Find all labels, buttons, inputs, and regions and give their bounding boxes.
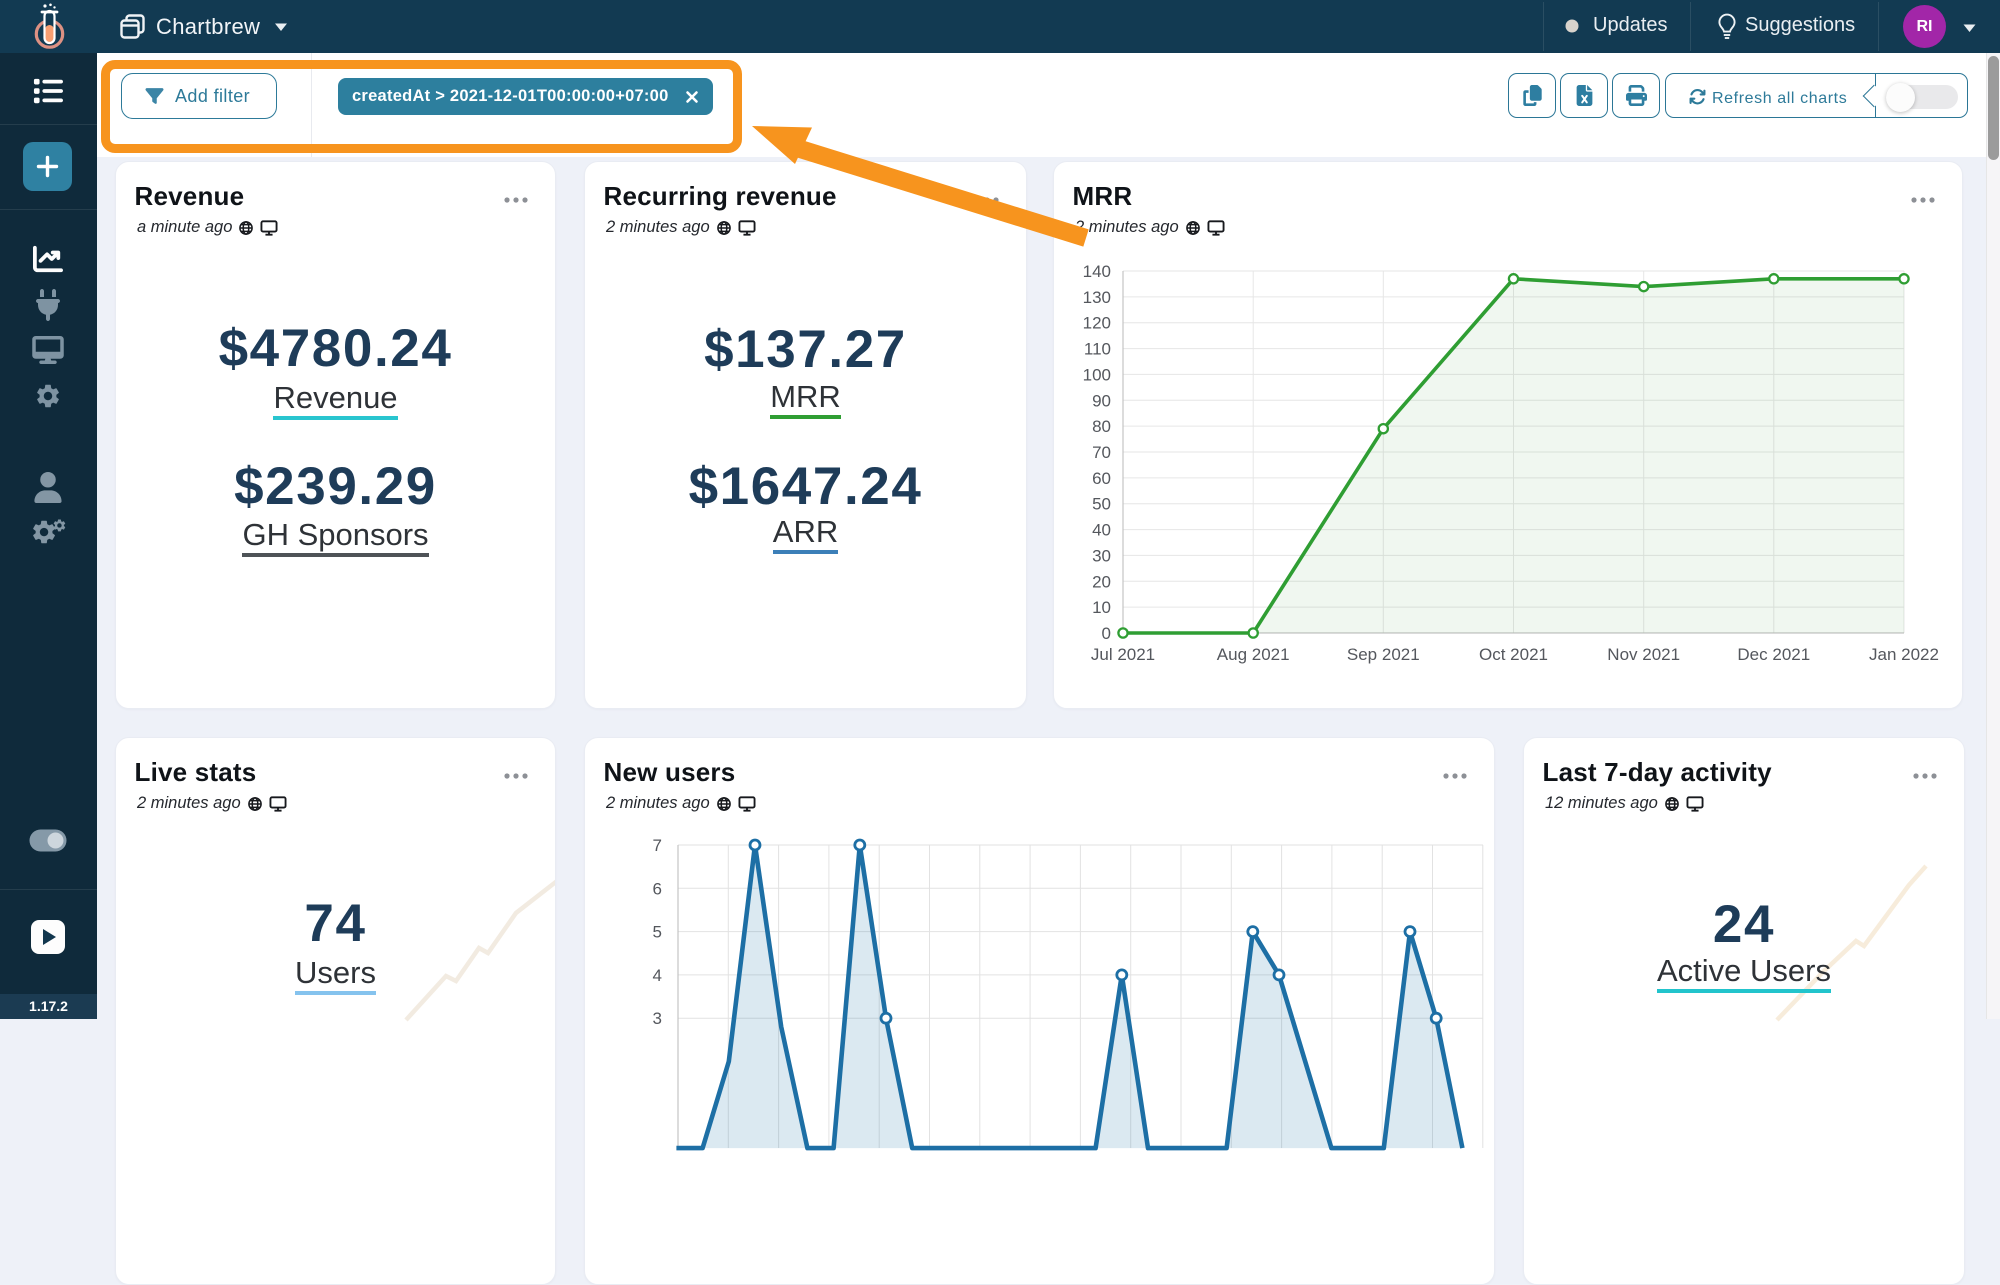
svg-text:0: 0 — [1102, 624, 1111, 643]
svg-text:50: 50 — [1092, 495, 1111, 514]
svg-text:Sep 2021: Sep 2021 — [1347, 645, 1420, 664]
svg-text:60: 60 — [1092, 469, 1111, 488]
svg-text:5: 5 — [653, 923, 662, 942]
svg-text:30: 30 — [1092, 546, 1111, 565]
svg-text:100: 100 — [1083, 365, 1111, 384]
svg-text:90: 90 — [1092, 391, 1111, 410]
svg-text:70: 70 — [1092, 443, 1111, 462]
svg-text:80: 80 — [1092, 417, 1111, 436]
svg-text:40: 40 — [1092, 521, 1111, 540]
svg-text:6: 6 — [653, 879, 662, 898]
svg-text:20: 20 — [1092, 572, 1111, 591]
svg-text:10: 10 — [1092, 598, 1111, 617]
svg-text:140: 140 — [1083, 262, 1111, 281]
svg-text:Aug 2021: Aug 2021 — [1217, 645, 1290, 664]
svg-text:Oct 2021: Oct 2021 — [1479, 645, 1548, 664]
svg-text:Jul 2021: Jul 2021 — [1091, 645, 1155, 664]
svg-text:4: 4 — [653, 966, 662, 985]
svg-text:120: 120 — [1083, 314, 1111, 333]
svg-text:130: 130 — [1083, 288, 1111, 307]
svg-text:Dec 2021: Dec 2021 — [1737, 645, 1810, 664]
svg-text:110: 110 — [1084, 340, 1111, 359]
svg-text:7: 7 — [653, 836, 662, 855]
svg-text:Jan 2022: Jan 2022 — [1869, 645, 1939, 664]
svg-text:Nov 2021: Nov 2021 — [1607, 645, 1680, 664]
